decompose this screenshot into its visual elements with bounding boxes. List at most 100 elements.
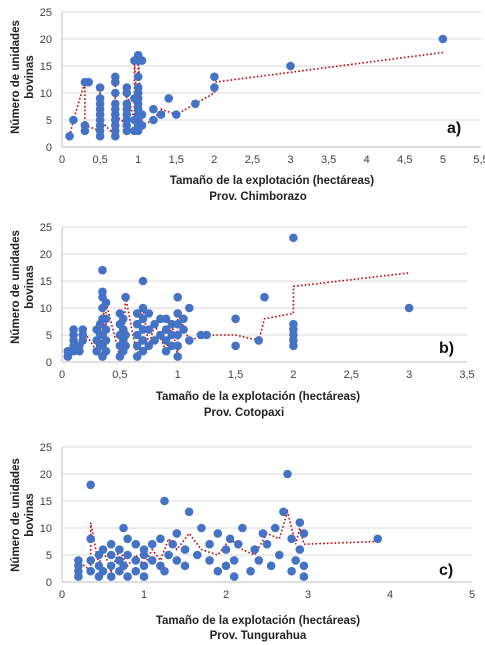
data-point	[438, 34, 448, 44]
data-point	[250, 545, 259, 554]
data-point	[286, 61, 295, 71]
data-point	[404, 303, 414, 313]
y-tick-label: 5	[46, 115, 52, 127]
data-point	[287, 566, 296, 576]
y-tick-label: 20	[40, 249, 52, 261]
data-point	[289, 319, 298, 329]
x-tick-label: 0,5	[92, 154, 107, 166]
x-tick-label: 4	[364, 154, 370, 166]
x-tick-label: 0	[59, 369, 65, 381]
data-point	[168, 539, 177, 549]
data-point	[258, 529, 268, 538]
x-tick-label: 2,5	[245, 154, 260, 166]
data-point	[69, 115, 78, 125]
data-point	[229, 556, 239, 565]
data-point	[137, 56, 147, 65]
y-tick-label: 10	[40, 88, 52, 100]
data-point	[123, 550, 132, 560]
data-point	[138, 346, 148, 356]
data-point	[123, 534, 132, 544]
data-point	[150, 336, 159, 345]
data-point	[132, 319, 142, 329]
data-point	[193, 550, 202, 560]
data-point	[106, 539, 116, 549]
data-point	[144, 309, 154, 318]
data-points	[63, 233, 414, 361]
data-point	[173, 309, 182, 318]
data-point	[197, 523, 206, 533]
y-tick-label: 0	[46, 142, 52, 154]
data-point	[180, 545, 190, 554]
x-axis-label: Tamaño de la explotación (hectáreas)	[170, 175, 374, 187]
province-subtitle: Prov. Tungurahua	[210, 630, 307, 642]
y-axis-label-line-1: Número de unidades	[10, 458, 22, 572]
trend-line-path	[67, 272, 410, 357]
data-point	[111, 72, 120, 82]
data-point	[213, 529, 223, 538]
data-point	[161, 314, 171, 324]
x-tick-label: 5	[469, 589, 475, 601]
data-point	[132, 352, 142, 361]
data-point	[149, 115, 158, 125]
data-point	[191, 99, 200, 109]
data-point	[119, 314, 128, 324]
data-point	[295, 518, 305, 527]
data-point	[115, 545, 124, 554]
data-point	[132, 341, 142, 351]
data-point	[144, 325, 154, 334]
data-point	[287, 534, 296, 544]
data-point	[139, 572, 149, 581]
data-point	[138, 303, 148, 313]
panel-cotopaxi: 0 5 10 15 20 25 0 0,5 1 1,5 2 2,5 3 3,5 Número de un…	[10, 222, 475, 419]
data-point	[131, 566, 141, 576]
y-tick-label: 5	[46, 330, 52, 342]
data-point	[122, 99, 132, 109]
data-point	[161, 346, 171, 356]
data-point	[78, 325, 88, 334]
province-subtitle: Prov. Cotopaxi	[204, 407, 284, 419]
x-tick-label: 2	[211, 154, 217, 166]
data-point	[86, 566, 95, 576]
data-point	[123, 572, 132, 581]
y-axis-label-line-1: Número de unidades	[10, 230, 22, 344]
x-tick-labels: 0 0,5 1 1,5 2 2,5 3 3,5	[59, 369, 475, 381]
y-axis-label-line-2: bovinas	[24, 55, 36, 98]
x-tick-label: 3	[287, 154, 293, 166]
data-point	[84, 77, 93, 87]
grid-lines	[62, 446, 472, 556]
axis-lines	[61, 227, 467, 363]
data-point	[161, 325, 171, 334]
y-axis-label-line-2: bovinas	[24, 265, 36, 308]
data-point	[144, 341, 154, 351]
data-point	[80, 121, 90, 130]
data-point	[131, 556, 141, 565]
data-point	[164, 94, 173, 103]
panel-label: a)	[447, 120, 461, 137]
data-point	[270, 523, 280, 533]
y-tick-label: 25	[40, 442, 52, 454]
x-tick-label: 3,5	[459, 369, 474, 381]
data-point	[179, 325, 188, 334]
data-point	[160, 566, 169, 576]
data-point	[138, 336, 148, 345]
data-point	[138, 276, 148, 286]
data-point	[121, 292, 130, 302]
data-point	[119, 523, 128, 533]
data-point	[133, 72, 143, 82]
data-point	[161, 336, 171, 345]
data-point	[205, 539, 214, 549]
data-point	[139, 561, 149, 571]
data-point	[156, 534, 165, 544]
data-point	[137, 110, 147, 119]
data-point	[137, 121, 147, 130]
x-tick-label: 1,5	[228, 369, 243, 381]
y-tick-label: 10	[40, 523, 52, 535]
y-tick-label: 15	[40, 276, 52, 288]
data-point	[138, 314, 148, 324]
data-point	[98, 265, 107, 275]
axis-lines	[61, 447, 472, 583]
x-tick-label: 2	[290, 369, 296, 381]
data-point	[65, 131, 74, 141]
data-point	[95, 94, 105, 103]
